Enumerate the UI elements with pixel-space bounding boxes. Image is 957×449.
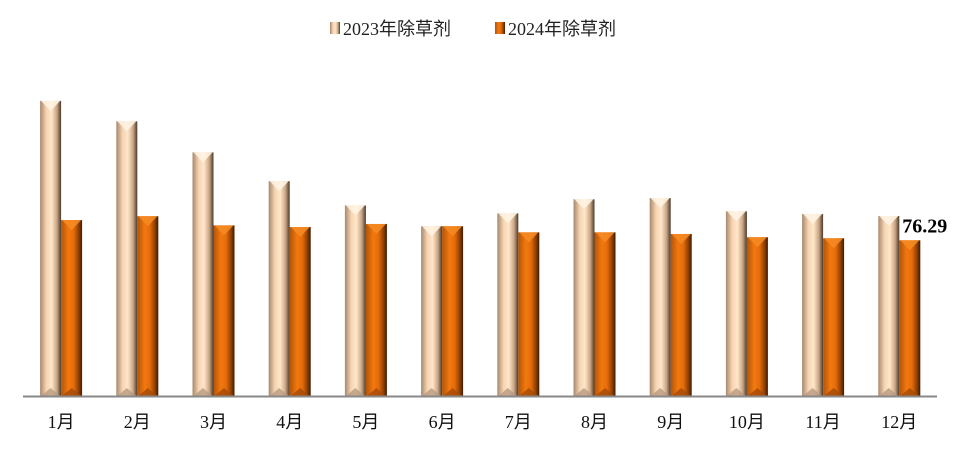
legend-swatch-2024 [495, 22, 505, 34]
bar-2024-8 [594, 232, 616, 396]
x-tick-label: 8月 [581, 412, 608, 432]
bar-2023-5 [344, 205, 366, 396]
bar-2024-11 [823, 238, 845, 396]
bar-2023-4 [268, 181, 290, 396]
bar-2023-3 [192, 152, 214, 396]
bar-2023-9 [649, 198, 671, 396]
x-tick-label: 4月 [276, 412, 303, 432]
x-tick-label: 6月 [429, 412, 456, 432]
bar-2024-9 [670, 233, 692, 396]
legend-swatch-2023 [330, 22, 340, 34]
x-tick-label: 3月 [200, 412, 227, 432]
bar-2023-7 [497, 213, 519, 396]
x-tick-label: 9月 [657, 412, 684, 432]
x-tick-label: 11月 [805, 412, 840, 432]
bar-2024-3 [213, 225, 235, 396]
legend: 2023年除草剂 2024年除草剂 [330, 19, 616, 39]
x-tick-label: 5月 [352, 412, 379, 432]
bar-2024-2 [137, 216, 159, 396]
bar-2024-5 [365, 223, 387, 396]
bar-2023-10 [725, 211, 747, 396]
x-tick-label: 12月 [881, 412, 917, 432]
legend-label-2024: 2024年除草剂 [508, 19, 616, 39]
bar-2023-2 [116, 121, 138, 396]
bar-2024-7 [518, 232, 540, 396]
bar-2024-10 [746, 237, 768, 396]
bar-2024-12 [899, 240, 921, 396]
bar-2024-4 [289, 227, 311, 396]
x-tick-label: 10月 [729, 412, 765, 432]
bar-2024-1 [61, 220, 83, 396]
bar-2023-1 [40, 100, 62, 397]
bar-2023-6 [421, 226, 443, 396]
x-tick-label: 7月 [505, 412, 532, 432]
x-tick-label: 2月 [124, 412, 151, 432]
x-tick-label: 1月 [48, 412, 75, 432]
bar-2023-11 [802, 213, 824, 396]
data-label: 76.29 [902, 215, 947, 237]
bar-2023-8 [573, 199, 595, 396]
bar-2023-12 [878, 216, 900, 396]
legend-label-2023: 2023年除草剂 [343, 19, 451, 39]
bar-2024-6 [442, 226, 464, 396]
